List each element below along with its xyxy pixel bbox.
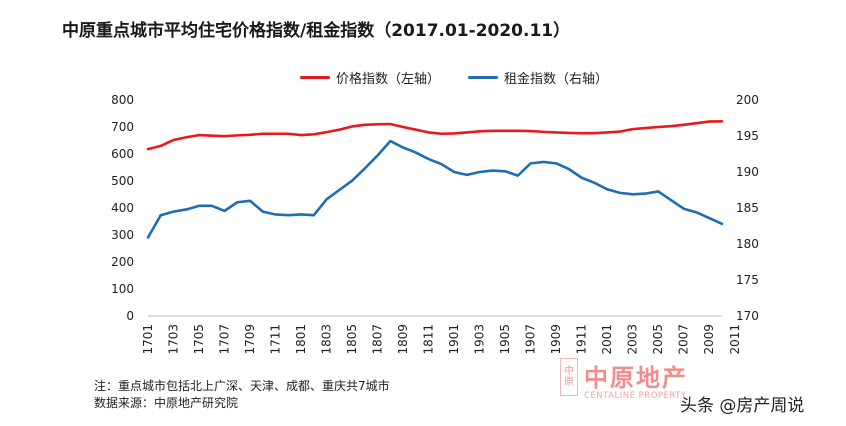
y-right-tick-label: 200 xyxy=(736,93,759,107)
x-tick-label: 1901 xyxy=(447,324,461,355)
y-right-tick-label: 185 xyxy=(736,201,759,215)
legend-price-swatch xyxy=(300,76,330,79)
x-tick-label: 1911 xyxy=(575,324,589,355)
page-title: 中原重点城市平均住宅价格指数/租金指数（2017.01-2020.11） xyxy=(62,21,571,41)
x-tick-label: 1805 xyxy=(345,324,359,355)
notes: 注：重点城市包括北上广深、天津、成都、重庆共7城市 数据来源：中原地产研究院 xyxy=(94,378,390,412)
x-tick-label: 2001 xyxy=(600,324,614,355)
x-tick-label: 1809 xyxy=(396,324,410,355)
y-left-tick-label: 400 xyxy=(111,201,134,215)
note-source: 数据来源：中原地产研究院 xyxy=(94,396,239,410)
x-tick-label: 2005 xyxy=(651,324,665,355)
x-tick-label: 2009 xyxy=(702,324,716,355)
y-left-tick-label: 500 xyxy=(111,174,134,188)
watermark-seal: 中原 xyxy=(560,358,578,396)
x-tick-label: 1905 xyxy=(498,324,512,355)
x-tick-label: 1711 xyxy=(269,324,283,355)
x-tick-label: 1707 xyxy=(218,324,232,355)
y-right-tick-label: 180 xyxy=(736,237,759,251)
x-tick-label: 2011 xyxy=(728,324,742,355)
y-left-tick-label: 700 xyxy=(111,120,134,134)
y-right-tick-label: 175 xyxy=(736,273,759,287)
legend-rent-swatch xyxy=(468,76,499,79)
x-tick-label: 2003 xyxy=(626,324,640,355)
x-tick-label: 2007 xyxy=(677,324,691,355)
y-right-tick-label: 195 xyxy=(736,129,759,143)
y-left-tick-label: 600 xyxy=(111,147,134,161)
y-right-tick-label: 190 xyxy=(736,165,759,179)
y-left-tick-label: 0 xyxy=(126,309,134,323)
note-cities: 注：重点城市包括北上广深、天津、成都、重庆共7城市 xyxy=(94,379,390,393)
watermark-logo: 中原 中原地产 CENTALINE PROPERTY xyxy=(560,358,688,401)
legend-price-label: 价格指数（左轴） xyxy=(336,72,441,87)
x-tick-label: 1811 xyxy=(422,324,436,355)
series-line-price xyxy=(146,120,724,151)
watermark-text-en: CENTALINE PROPERTY xyxy=(584,391,687,401)
series-line-rent xyxy=(146,139,724,239)
legend-rent-label: 租金指数（右轴） xyxy=(504,72,609,87)
y-right-tick-label: 170 xyxy=(736,309,759,323)
y-left-tick-label: 800 xyxy=(111,93,134,107)
x-tick-label: 1907 xyxy=(524,324,538,355)
x-tick-label: 1903 xyxy=(473,324,487,355)
x-tick-label: 1807 xyxy=(371,324,385,355)
x-tick-label: 1803 xyxy=(320,324,334,355)
y-left-tick-label: 300 xyxy=(111,228,134,242)
x-tick-label: 1909 xyxy=(549,324,563,355)
y-left-tick-label: 100 xyxy=(111,282,134,296)
x-tick-label: 1703 xyxy=(167,324,181,355)
x-tick-label: 1705 xyxy=(192,324,206,355)
x-tick-label: 1701 xyxy=(141,324,155,355)
legend: 价格指数（左轴） 租金指数（右轴） xyxy=(300,68,608,87)
x-tick-label: 1801 xyxy=(294,324,308,355)
x-tick-label: 1709 xyxy=(243,324,257,355)
y-left-tick-label: 200 xyxy=(111,255,134,269)
watermark-text: 中原地产 xyxy=(584,364,688,392)
author-credit: 头条 @房产周说 xyxy=(680,396,805,416)
